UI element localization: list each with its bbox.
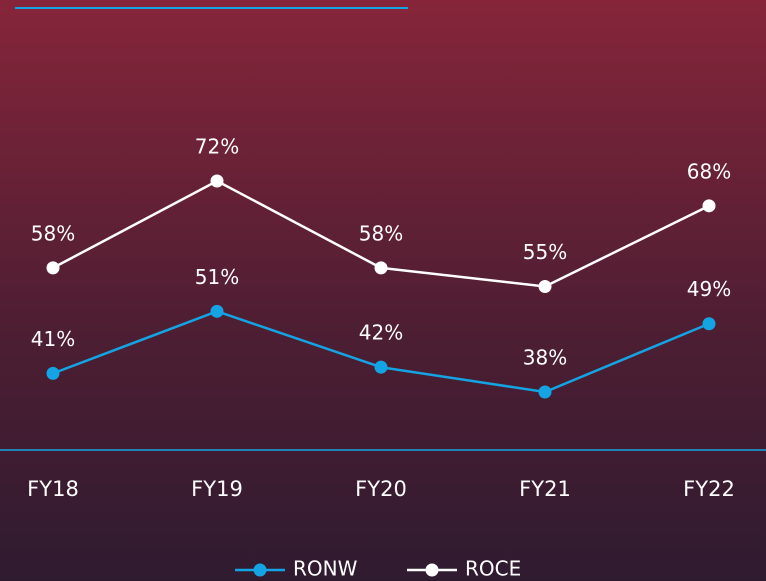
value-label: 68% xyxy=(687,159,731,183)
value-label: 41% xyxy=(31,327,75,351)
point xyxy=(702,199,716,213)
point xyxy=(374,261,388,275)
value-label: 58% xyxy=(359,221,403,245)
x-tick-label: FY20 xyxy=(355,477,407,501)
value-label: 55% xyxy=(523,240,567,264)
point xyxy=(210,174,224,188)
value-label: 38% xyxy=(523,346,567,370)
legend-label: ROCE xyxy=(465,557,521,581)
value-label: 51% xyxy=(195,265,239,289)
value-label: 58% xyxy=(31,221,75,245)
point xyxy=(538,385,552,399)
x-tick-label: FY22 xyxy=(683,477,735,501)
value-label: 42% xyxy=(359,321,403,345)
value-label: 72% xyxy=(195,135,239,159)
value-label: 49% xyxy=(687,277,731,301)
legend-label: RONW xyxy=(293,557,358,581)
x-tick-label: FY19 xyxy=(191,477,243,501)
legend-marker xyxy=(425,563,439,577)
point xyxy=(538,280,552,293)
point xyxy=(46,261,60,275)
point xyxy=(46,366,60,380)
point xyxy=(374,360,388,374)
legend-marker xyxy=(253,563,267,577)
point xyxy=(702,317,716,331)
x-tick-label: FY18 xyxy=(27,477,79,501)
x-tick-label: FY21 xyxy=(519,477,571,501)
point xyxy=(210,304,224,318)
